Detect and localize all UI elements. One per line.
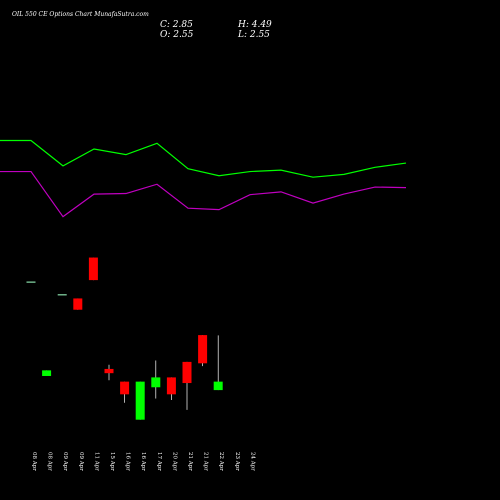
candle — [213, 335, 223, 391]
candle — [88, 257, 98, 281]
candle-body — [73, 298, 83, 310]
candles — [26, 257, 223, 420]
x-tick-label: 15 Apr — [109, 452, 115, 471]
candle — [135, 381, 145, 420]
candle — [42, 370, 52, 376]
x-tick-label: 22 Apr — [218, 452, 224, 471]
x-tick-label: 21 Apr — [187, 452, 193, 471]
candle-body — [198, 335, 208, 364]
x-tick-label: 09 Apr — [78, 452, 84, 471]
high-value: H: 4.49 — [237, 20, 272, 30]
candle — [182, 361, 192, 410]
indicator-line-2 — [0, 170, 407, 218]
candle — [26, 281, 36, 283]
x-tick-label: 16 Apr — [140, 452, 146, 471]
x-tick-label: 11 Apr — [93, 452, 99, 471]
candle-body — [135, 381, 145, 420]
close-value: C: 2.85 — [160, 20, 193, 30]
candle-body — [166, 377, 176, 395]
candle-body — [26, 281, 36, 283]
candle-body — [104, 368, 114, 374]
indicator-lines — [0, 139, 407, 218]
x-tick-label: 08 Apr — [47, 452, 53, 471]
x-axis-labels: 08 Apr 08 Apr 09 Apr 09 Apr 11 Apr 15 Apr 16 A… — [31, 452, 255, 471]
candle-body — [120, 381, 130, 395]
candle — [166, 377, 176, 400]
x-tick-label: 20 Apr — [171, 452, 177, 471]
candle — [104, 364, 114, 381]
x-tick-label: 23 Apr — [234, 452, 240, 471]
x-tick-label: 24 Apr — [249, 452, 255, 471]
candle-body — [182, 361, 192, 384]
x-tick-label: 08 Apr — [31, 452, 37, 471]
x-tick-label: 17 Apr — [156, 452, 162, 471]
candle — [120, 381, 130, 403]
candle-body — [151, 377, 161, 388]
candle-body — [57, 294, 67, 296]
candle — [198, 335, 208, 367]
indicator-line-1 — [0, 139, 407, 178]
candle-body — [42, 370, 52, 376]
chart-title: OIL 550 CE Options Chart MunafaSutra.com — [12, 11, 149, 18]
x-tick-label: 16 Apr — [125, 452, 131, 471]
open-value: O: 2.55 — [160, 30, 194, 40]
x-tick-label: 21 Apr — [203, 452, 209, 471]
low-value: L: 2.55 — [237, 30, 270, 40]
candle-body — [88, 257, 98, 281]
candle — [151, 360, 161, 399]
candle — [57, 294, 67, 296]
candle-body — [213, 381, 223, 391]
x-tick-label: 09 Apr — [62, 452, 68, 471]
candle — [73, 298, 83, 310]
